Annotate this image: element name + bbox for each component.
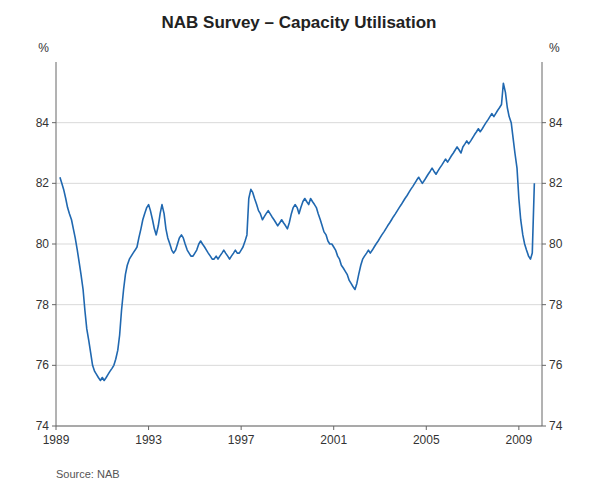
x-tick-label: 2001	[320, 433, 347, 447]
y-tick	[52, 304, 56, 305]
x-tick	[241, 426, 242, 430]
x-tick	[518, 426, 519, 430]
x-tick-label: 2005	[413, 433, 440, 447]
source: Source: NAB	[56, 468, 120, 480]
y2-tick-label: 74	[549, 419, 563, 433]
x-tick	[333, 426, 334, 430]
y-tick	[52, 183, 56, 184]
grid-line	[56, 426, 542, 427]
y-tick-label: 80	[36, 237, 50, 251]
grid	[56, 123, 542, 426]
y2-tick	[542, 183, 546, 184]
y2-tick-label: 82	[549, 176, 563, 190]
y2-tick	[542, 122, 546, 123]
y-tick	[52, 426, 56, 427]
y-tick-label: 78	[36, 298, 50, 312]
x-tick	[426, 426, 427, 430]
y-tick-label: 74	[36, 419, 50, 433]
y-tick	[52, 365, 56, 366]
title: NAB Survey – Capacity Utilisation	[162, 13, 437, 32]
y-tick	[52, 244, 56, 245]
y2-axis-line	[542, 62, 543, 426]
chart: NAB Survey – Capacity Utilisation 74 76 78 8…	[0, 0, 598, 488]
plot-area	[60, 83, 534, 380]
x-tick-label: 1997	[228, 433, 255, 447]
y-tick	[52, 122, 56, 123]
y2-tick-label: 78	[549, 298, 563, 312]
y2-tick	[542, 244, 546, 245]
x-axis-line	[56, 426, 542, 427]
x-tick-label: 2009	[506, 433, 533, 447]
y-tick-label: 82	[36, 176, 50, 190]
y2-axis-label: %	[549, 41, 560, 55]
y-tick-label: 84	[36, 116, 50, 130]
y-tick-label: 76	[36, 358, 50, 372]
grid-line	[56, 365, 542, 366]
y2-tick-label: 84	[549, 116, 563, 130]
x-tick	[56, 426, 57, 430]
x-tick-label: 1993	[135, 433, 162, 447]
x-tick-label: 1989	[43, 433, 70, 447]
y2-tick-label: 76	[549, 358, 563, 372]
grid-line	[56, 244, 542, 245]
y-axis-line	[56, 62, 57, 426]
grid-line	[56, 183, 542, 184]
x-tick	[148, 426, 149, 430]
y-axis-label: %	[38, 41, 49, 55]
grid-line	[56, 122, 542, 123]
y2-tick-label: 80	[549, 237, 563, 251]
y2-tick	[542, 426, 546, 427]
y2-tick	[542, 304, 546, 305]
y2-tick	[542, 365, 546, 366]
line	[60, 83, 534, 380]
grid-line	[56, 304, 542, 305]
